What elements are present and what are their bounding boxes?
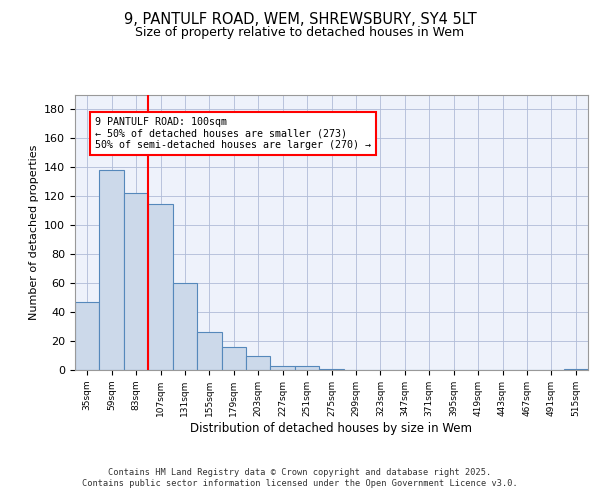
Bar bbox=[100, 170, 124, 370]
Bar bbox=[124, 194, 148, 370]
Bar bbox=[221, 347, 246, 370]
Text: 9, PANTULF ROAD, WEM, SHREWSBURY, SY4 5LT: 9, PANTULF ROAD, WEM, SHREWSBURY, SY4 5L… bbox=[124, 12, 476, 28]
Bar bbox=[246, 356, 271, 370]
Bar bbox=[563, 368, 588, 370]
Text: Contains HM Land Registry data © Crown copyright and database right 2025.
Contai: Contains HM Land Registry data © Crown c… bbox=[82, 468, 518, 487]
Bar bbox=[197, 332, 221, 370]
Bar bbox=[319, 368, 344, 370]
Bar bbox=[295, 366, 319, 370]
Y-axis label: Number of detached properties: Number of detached properties bbox=[29, 145, 38, 320]
Bar bbox=[75, 302, 100, 370]
Text: 9 PANTULF ROAD: 100sqm
← 50% of detached houses are smaller (273)
50% of semi-de: 9 PANTULF ROAD: 100sqm ← 50% of detached… bbox=[95, 116, 371, 150]
Text: Size of property relative to detached houses in Wem: Size of property relative to detached ho… bbox=[136, 26, 464, 39]
Bar bbox=[173, 283, 197, 370]
Bar bbox=[148, 204, 173, 370]
Bar bbox=[271, 366, 295, 370]
X-axis label: Distribution of detached houses by size in Wem: Distribution of detached houses by size … bbox=[191, 422, 473, 434]
